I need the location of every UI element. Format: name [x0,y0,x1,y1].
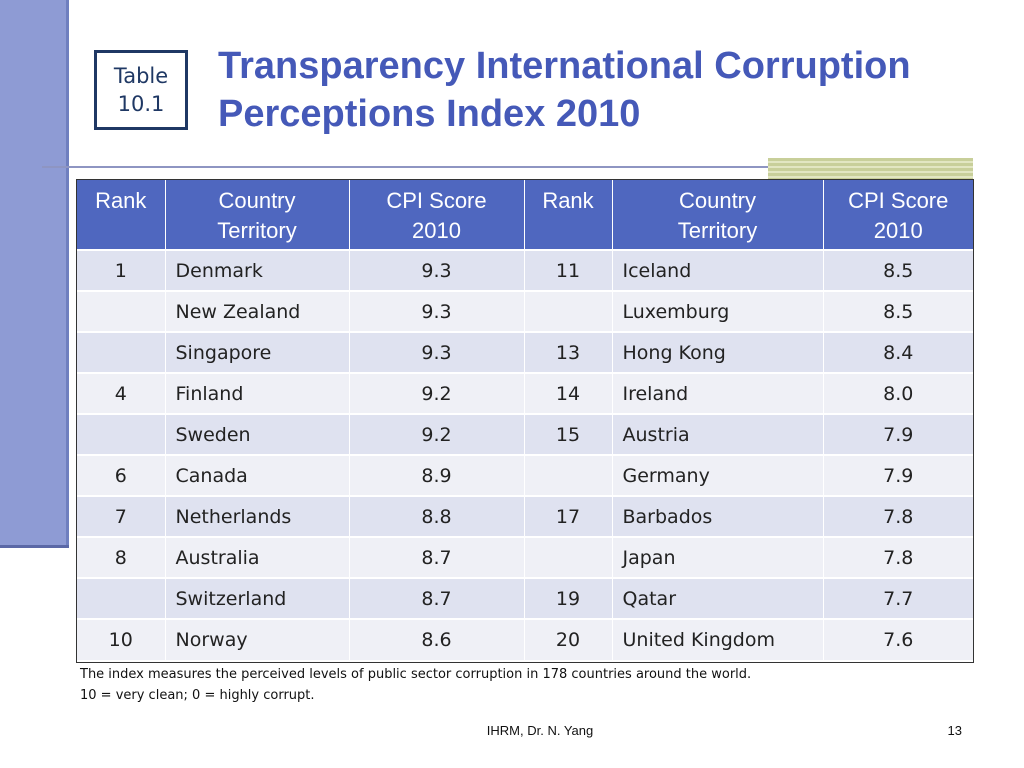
table-row: Sweden 9.2 15 Austria 7.9 [77,413,973,455]
score-cell: 7.6 [822,618,973,660]
rank-cell: 13 [523,331,612,373]
rank-cell [77,331,165,373]
cpi-table: Rank Country Territory CPI Score 2010 Rank… [77,180,973,660]
country-cell: Germany [611,454,823,496]
rank-cell: 20 [523,618,612,660]
rank-cell: 4 [77,372,165,414]
country-cell: Luxemburg [611,290,823,332]
score-cell: 8.5 [822,290,973,332]
country-cell: Austria [611,413,823,455]
country-cell: Japan [611,536,823,578]
table-row: 4 Finland 9.2 14 Ireland 8.0 [77,372,973,414]
country-cell: Ireland [611,372,823,414]
score-cell: 8.0 [822,372,973,414]
country-cell: Canada [164,454,349,496]
header-country-right: Country Territory [611,180,823,250]
slide-title-line-2: Perceptions Index 2010 [218,93,641,135]
table-row: 10 Norway 8.6 20 United Kingdom 7.6 [77,618,973,660]
score-cell: 9.3 [348,249,524,291]
table-tag-number: 10.1 [117,92,165,116]
score-cell: 8.5 [822,249,973,291]
country-cell: Sweden [164,413,349,455]
country-cell: Netherlands [164,495,349,537]
score-cell: 7.7 [822,577,973,619]
score-cell: 7.9 [822,454,973,496]
rank-cell [523,454,612,496]
rank-cell: 10 [77,618,165,660]
country-cell: Switzerland [164,577,349,619]
score-cell: 9.2 [348,372,524,414]
header-rank-left: Rank [77,180,165,250]
rank-cell: 11 [523,249,612,291]
table-row: Singapore 9.3 13 Hong Kong 8.4 [77,331,973,373]
table-row: 7 Netherlands 8.8 17 Barbados 7.8 [77,495,973,537]
country-cell: Norway [164,618,349,660]
note-line-2: 10 = very clean; 0 = highly corrupt. [80,688,315,703]
score-cell: 8.7 [348,536,524,578]
table-row: 1 Denmark 9.3 11 Iceland 8.5 [77,249,973,291]
country-cell: Iceland [611,249,823,291]
side-decoration-bar [0,0,66,548]
note-line-1: The index measures the perceived levels … [80,667,752,682]
rank-cell: 17 [523,495,612,537]
score-cell: 8.9 [348,454,524,496]
score-cell: 9.2 [348,413,524,455]
country-cell: Finland [164,372,349,414]
table-row: 6 Canada 8.9 Germany 7.9 [77,454,973,496]
rank-cell [77,290,165,332]
table-notes: The index measures the perceived levels … [80,664,960,706]
slide-title-line-1: Transparency International Corruption [218,45,911,87]
side-decoration-base [0,545,69,548]
rank-cell: 1 [77,249,165,291]
rank-cell: 7 [77,495,165,537]
score-cell: 8.6 [348,618,524,660]
score-cell: 8.7 [348,577,524,619]
rank-cell: 6 [77,454,165,496]
score-cell: 8.8 [348,495,524,537]
header-score-left: CPI Score 2010 [348,180,524,250]
country-cell: Singapore [164,331,349,373]
slide-page-number: 13 [947,723,962,738]
side-decoration-edge [66,0,69,548]
country-cell: Barbados [611,495,823,537]
rank-cell [77,413,165,455]
table-row: 8 Australia 8.7 Japan 7.8 [77,536,973,578]
rank-cell: 19 [523,577,612,619]
score-cell: 7.8 [822,495,973,537]
table-row: New Zealand 9.3 Luxemburg 8.5 [77,290,973,332]
country-cell: Qatar [611,577,823,619]
header-score-right: CPI Score 2010 [822,180,973,250]
rank-cell [77,577,165,619]
rank-cell [523,290,612,332]
score-cell: 7.8 [822,536,973,578]
score-cell: 7.9 [822,413,973,455]
rank-cell: 8 [77,536,165,578]
footer-credit: IHRM, Dr. N. Yang [486,723,594,738]
rank-cell: 15 [523,413,612,455]
slide-title: Transparency International Corruption Pe… [218,42,1008,138]
country-cell: Hong Kong [611,331,823,373]
table-number-box: Table 10.1 [94,50,188,130]
rank-cell: 14 [523,372,612,414]
header-country-left: Country Territory [164,180,349,250]
table-header-row: Rank Country Territory CPI Score 2010 Rank… [77,180,973,250]
header-rank-right: Rank [523,180,612,250]
title-divider-line [42,166,972,168]
accent-stripes [768,158,973,180]
country-cell: New Zealand [164,290,349,332]
score-cell: 8.4 [822,331,973,373]
table-tag-label: Table [113,64,169,88]
rank-cell [523,536,612,578]
country-cell: Denmark [164,249,349,291]
score-cell: 9.3 [348,290,524,332]
country-cell: Australia [164,536,349,578]
table-row: Switzerland 8.7 19 Qatar 7.7 [77,577,973,619]
country-cell: United Kingdom [611,618,823,660]
score-cell: 9.3 [348,331,524,373]
